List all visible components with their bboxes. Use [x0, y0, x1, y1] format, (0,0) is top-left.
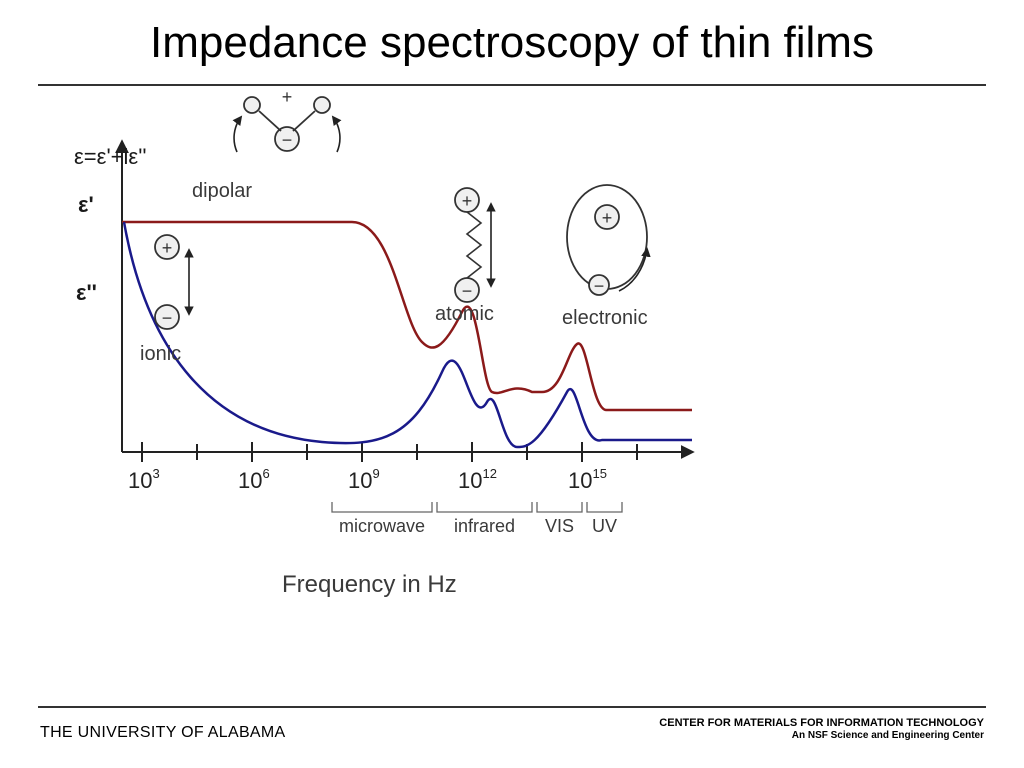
svg-text:ionic: ionic: [140, 343, 181, 365]
footer: THE UNIVERSITY OF ALABAMA CENTER FOR MAT…: [40, 717, 984, 742]
svg-text:−: −: [162, 308, 173, 328]
svg-text:+: +: [282, 92, 293, 107]
svg-text:103: 103: [128, 466, 160, 493]
svg-text:+: +: [602, 208, 613, 228]
svg-text:106: 106: [238, 466, 270, 493]
svg-text:dipolar: dipolar: [192, 180, 252, 202]
band-infrared: infrared: [437, 502, 532, 536]
x-axis-label: Frequency in Hz: [282, 571, 457, 598]
eps-prime-label: ε': [78, 192, 94, 217]
svg-text:UV: UV: [592, 516, 617, 536]
permittivity-equation: ε=ε'+iε'': [74, 144, 147, 169]
dipolar-icon: − + dipolar: [192, 92, 340, 202]
svg-text:−: −: [462, 281, 473, 301]
footer-center-line2: An NSF Science and Engineering Center: [659, 730, 984, 742]
dielectric-spectrum-diagram: 103 106 109 1012 1015 ε=ε'+iε'' ε' ε'' Frequency…: [62, 92, 742, 652]
svg-text:−: −: [282, 130, 293, 150]
svg-text:electronic: electronic: [562, 307, 648, 329]
svg-text:+: +: [462, 191, 473, 211]
svg-text:1015: 1015: [568, 466, 607, 493]
eps-double-prime-label: ε'': [76, 280, 97, 305]
svg-text:1012: 1012: [458, 466, 497, 493]
svg-text:109: 109: [348, 466, 380, 493]
footer-center-line1: CENTER FOR MATERIALS FOR INFORMATION TEC…: [659, 717, 984, 730]
svg-text:infrared: infrared: [454, 516, 515, 536]
band-VIS: VIS: [537, 502, 582, 536]
band-microwave: microwave: [332, 502, 432, 536]
band-UV: UV: [587, 502, 622, 536]
svg-text:+: +: [162, 238, 173, 258]
svg-text:−: −: [594, 276, 605, 296]
atomic-icon: + −atomic: [435, 188, 494, 325]
footer-left: THE UNIVERSITY OF ALABAMA: [40, 724, 285, 742]
svg-text:atomic: atomic: [435, 303, 494, 325]
svg-text:microwave: microwave: [339, 516, 425, 536]
page-title: Impedance spectroscopy of thin films: [0, 0, 1024, 74]
footer-right: CENTER FOR MATERIALS FOR INFORMATION TEC…: [659, 717, 984, 742]
eps-double-prime-curve: [124, 222, 692, 447]
title-rule: [38, 84, 986, 86]
electronic-icon: + − electronic: [562, 185, 648, 329]
footer-rule: [38, 706, 986, 708]
ionic-icon: + − ionic: [140, 235, 189, 365]
svg-text:VIS: VIS: [545, 516, 574, 536]
